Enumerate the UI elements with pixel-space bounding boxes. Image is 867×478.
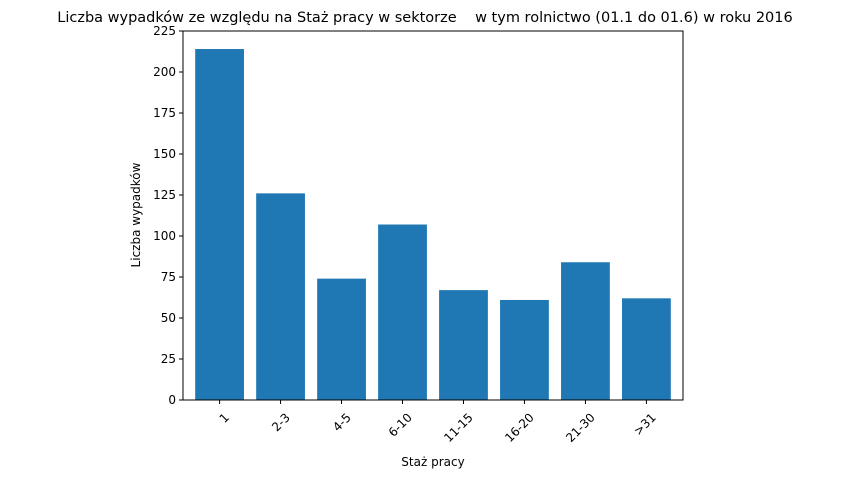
bar-11-15 <box>439 290 488 400</box>
bar-1 <box>195 49 244 400</box>
chart-title: Liczba wypadków ze względu na Staż pracy… <box>57 10 792 26</box>
y-tick-label: 50 <box>161 311 176 325</box>
bar->31 <box>622 298 671 400</box>
y-tick-label: 175 <box>153 106 176 120</box>
y-tick-label: 25 <box>161 352 176 366</box>
y-tick-label: 150 <box>153 147 176 161</box>
x-axis-label: Staż pracy <box>401 455 464 469</box>
bar-4-5 <box>317 278 366 400</box>
y-axis: 0 25 50 75 100 125 150 175 200 225 <box>153 24 183 407</box>
y-tick-label: 225 <box>153 24 176 38</box>
y-tick-label: 200 <box>153 65 176 79</box>
bar-16-20 <box>500 299 549 400</box>
y-tick-label: 125 <box>153 188 176 202</box>
y-axis-label: Liczba wypadków <box>129 162 143 267</box>
y-tick-label: 75 <box>161 270 176 284</box>
bar-6-10 <box>378 224 427 400</box>
y-tick-label: 100 <box>153 229 176 243</box>
bar-2-3 <box>256 193 305 400</box>
plot-frame <box>182 30 684 401</box>
bars-group <box>195 49 671 400</box>
y-tick-label: 0 <box>168 393 176 407</box>
bar-21-30 <box>561 262 610 400</box>
